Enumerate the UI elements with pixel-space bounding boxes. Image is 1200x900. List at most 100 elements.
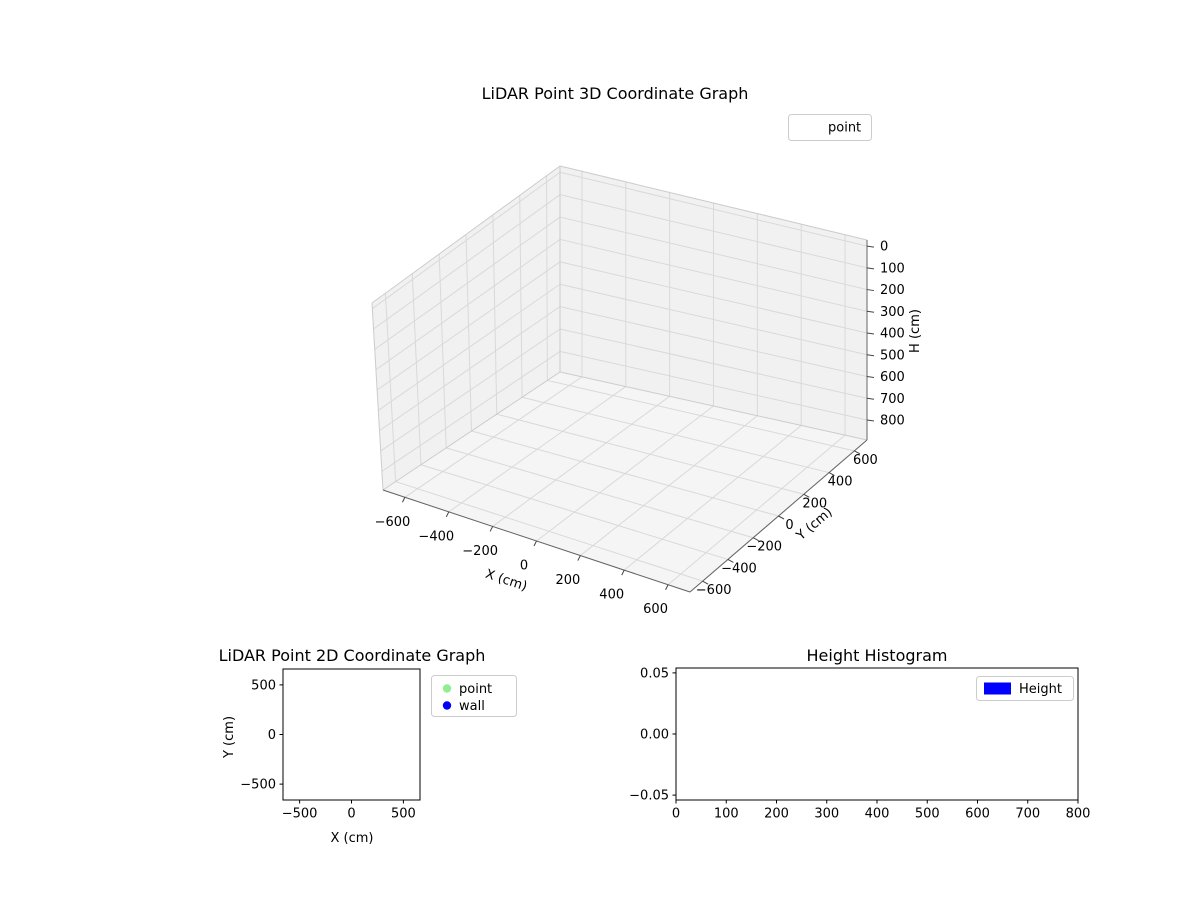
z-tick <box>866 397 875 400</box>
z-tick <box>866 267 875 270</box>
y-tick <box>803 493 810 498</box>
z-tick <box>866 354 875 357</box>
y-tick-label: −200 <box>746 540 782 555</box>
gridline-y <box>519 195 523 398</box>
z-tick-label: 200 <box>880 283 905 298</box>
x-tick <box>621 569 625 576</box>
gridline-y <box>546 175 548 381</box>
y-tick-label: −500 <box>240 778 276 793</box>
y-tick-label: 200 <box>802 496 827 511</box>
y-tick <box>727 558 734 563</box>
legend-2d-point-marker-icon <box>442 684 452 693</box>
x-tick <box>533 540 537 547</box>
box-edge <box>559 371 868 441</box>
legend-3d-box <box>788 114 872 141</box>
z-tick <box>866 376 875 379</box>
plot-2d-ylabel: Y (cm) <box>222 716 237 759</box>
z-tick <box>866 245 875 248</box>
gridline-y <box>465 234 472 432</box>
x-tick <box>401 497 406 503</box>
x-tick-label: 300 <box>814 807 839 822</box>
x-tick-label: 700 <box>1015 807 1040 822</box>
plot-2d-title: LiDAR Point 2D Coordinate Graph <box>219 646 486 665</box>
plot-2d-axes: −500 0 500 500 0 −500 <box>240 668 421 822</box>
y-tick-label: −600 <box>696 583 732 598</box>
legend-2d: point wall <box>431 675 517 717</box>
plot-hist-axes: 0 100 200 300 400 500 600 700 800 0.05 0.00 −0.05 <box>629 666 1090 821</box>
z-tick <box>866 289 875 292</box>
gridline-x <box>667 434 846 586</box>
y-tick <box>854 450 861 455</box>
z-tick <box>866 310 875 313</box>
x-tick-label: 100 <box>714 807 739 822</box>
x-tick-label: 500 <box>915 807 940 822</box>
z-tick-label: 800 <box>880 414 905 429</box>
plot-3d-title: LiDAR Point 3D Coordinate Graph <box>482 84 749 103</box>
x-tick <box>445 511 450 518</box>
y-tick-label: 600 <box>853 453 878 468</box>
legend-2d-point-label: point <box>459 682 492 697</box>
x-tick-label: −400 <box>418 529 454 544</box>
x-tick <box>489 526 494 532</box>
z-tick-label: 300 <box>880 305 905 320</box>
axes-frame <box>282 668 421 801</box>
z-tick <box>866 419 875 422</box>
y-tick-label: −400 <box>721 561 757 576</box>
plot-hist-title: Height Histogram <box>807 646 948 665</box>
plot-3d-axes: −600−400−2000200400600−600−400−200020040… <box>371 165 905 617</box>
z-tick-label: 500 <box>880 348 905 363</box>
gridline-y <box>438 254 447 448</box>
z-tick-label: 600 <box>880 370 905 385</box>
plot-2d-xlabel: X (cm) <box>331 831 374 846</box>
y-tick <box>828 472 835 477</box>
z-tick-label: 0 <box>880 240 888 255</box>
x-tick-label: 200 <box>555 573 580 588</box>
gridline-x <box>492 395 670 527</box>
legend-3d: point <box>788 114 872 141</box>
y-tick-label: 0.00 <box>640 728 669 743</box>
gridline-x <box>536 405 714 542</box>
x-tick-label: −600 <box>375 515 411 530</box>
z-tick-label: 700 <box>880 392 905 407</box>
gridline-y <box>384 293 397 482</box>
legend-2d-box <box>431 675 517 717</box>
z-tick-label: 400 <box>880 327 905 342</box>
x-tick <box>577 555 581 561</box>
legend-2d-wall-label: wall <box>459 699 485 714</box>
gridline-y <box>411 273 422 465</box>
x-tick-label: −200 <box>462 544 498 559</box>
x-tick-label: 0 <box>520 559 528 574</box>
y-tick-label: 400 <box>828 475 853 490</box>
gridline-x <box>580 415 758 556</box>
box-edge <box>559 165 868 241</box>
x-tick-label: 500 <box>391 807 416 822</box>
x-tick-label: −500 <box>282 807 318 822</box>
box-edge <box>382 371 561 491</box>
x-tick-label: 400 <box>865 807 890 822</box>
z-tick <box>866 332 875 335</box>
x-tick-label: 0 <box>347 807 355 822</box>
x-tick-label: 400 <box>599 588 624 603</box>
legend-hist-swatch-icon <box>984 682 1011 695</box>
y-tick-label: 500 <box>251 678 276 693</box>
y-tick <box>702 580 709 585</box>
x-tick-label: 600 <box>643 602 668 617</box>
y-tick <box>752 537 759 542</box>
gridline-x <box>623 425 802 571</box>
pane-floor <box>383 372 867 592</box>
y-tick-label: −0.05 <box>629 789 669 804</box>
plot-3d-zlabel: H (cm) <box>908 309 923 353</box>
box-edge <box>371 302 384 491</box>
gridline-x <box>404 376 583 498</box>
gridline-y <box>492 214 498 415</box>
x-tick-label: 600 <box>965 807 990 822</box>
x-tick-label: 800 <box>1066 807 1091 822</box>
y-tick <box>778 515 785 520</box>
z-tick-label: 100 <box>880 261 905 276</box>
y-tick-label: 0 <box>785 518 793 533</box>
legend-3d-point-label: point <box>828 121 861 136</box>
x-tick-label: 0 <box>672 807 680 822</box>
legend-hist-height-label: Height <box>1019 682 1062 697</box>
